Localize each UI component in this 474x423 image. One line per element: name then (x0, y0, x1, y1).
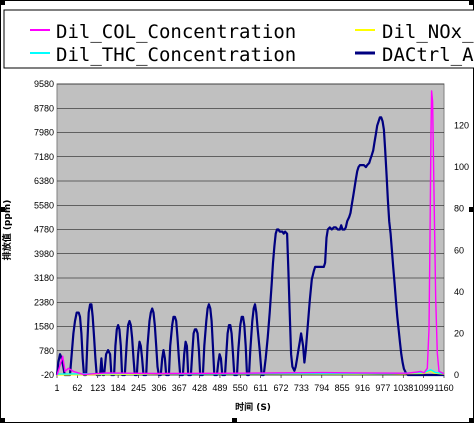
x-tick-label: 733 (294, 383, 309, 393)
y2-tick-label: 100 (454, 162, 469, 172)
legend-box (3, 9, 474, 69)
y2-tick-label: 80 (454, 204, 464, 214)
y2-tick-label: 40 (454, 287, 464, 297)
y-tick-label: 780 (39, 346, 54, 356)
y-tick-label: 1580 (34, 322, 54, 332)
x-tick-label: 62 (72, 383, 82, 393)
y2-tick-label: 0 (454, 370, 459, 380)
series-lines (55, 90, 445, 377)
legend-label-dil-nox: Dil_NOx_ (382, 21, 474, 43)
y-axis-title: 排放值 (ppm) (1, 200, 13, 261)
x-tick-label: 123 (90, 383, 105, 393)
x-tick-label: 1 (54, 383, 59, 393)
legend-label-dactrl: DACtrl_A (382, 44, 474, 66)
x-tick-label: 306 (151, 383, 166, 393)
y2-tick-label: 120 (454, 121, 469, 131)
selection-handle[interactable] (469, 418, 474, 423)
x-axis: 1 62 123 184 245 306 367 428 489 550 611 672 733 794 8… (54, 375, 454, 393)
x-tick-label: 1160 (434, 383, 453, 393)
selection-handle[interactable] (0, 0, 5, 5)
selection-handle[interactable] (232, 418, 237, 423)
series-line-dil-col (56, 90, 445, 376)
x-tick-label: 916 (355, 383, 370, 393)
y2-tick-label: 60 (454, 245, 464, 255)
y-tick-label: 7980 (34, 128, 54, 138)
y-tick-label: 4780 (34, 225, 54, 235)
selection-handle[interactable] (0, 418, 5, 423)
x-tick-label: 855 (335, 383, 350, 393)
y-axis-left: -20 780 1580 2380 3180 3980 4780 5580 6380 7180 79… (34, 79, 54, 380)
x-tick-label: 245 (131, 383, 146, 393)
x-tick-label: 794 (314, 383, 329, 393)
legend: Dil_COL_Concentration Dil_THC_Concentrat… (3, 9, 474, 69)
y-tick-label: 8780 (34, 103, 54, 113)
y-tick-label: 3980 (34, 249, 54, 259)
x-tick-label: 428 (192, 383, 207, 393)
x-tick-label: 367 (172, 383, 187, 393)
selection-handle[interactable] (469, 207, 474, 212)
x-tick-label: 672 (274, 383, 289, 393)
y-tick-label: 7180 (34, 152, 54, 162)
y-tick-label: 3180 (34, 273, 54, 283)
legend-label-dil-thc: Dil_THC_Concentration (56, 44, 296, 66)
y-tick-label: 6380 (34, 176, 54, 186)
x-axis-title: 时间 (S) (235, 401, 271, 413)
selection-handle[interactable] (0, 207, 5, 212)
x-tick-label: 611 (254, 383, 268, 393)
x-tick-label: 184 (111, 383, 126, 393)
y-tick-label: 5580 (34, 200, 54, 210)
x-tick-label: 1038 (393, 383, 413, 393)
x-tick-label: 977 (375, 383, 390, 393)
x-tick-label: 550 (233, 383, 248, 393)
x-tick-label: 489 (212, 383, 227, 393)
x-tick-label: 1099 (414, 383, 434, 393)
selection-handle[interactable] (469, 0, 474, 5)
y2-tick-label: 20 (454, 328, 464, 338)
legend-label-dil-col: Dil_COL_Concentration (56, 21, 296, 43)
y-tick-label: 9580 (34, 79, 54, 89)
y-tick-label: -20 (41, 370, 54, 380)
y-tick-label: 2380 (34, 297, 54, 307)
y-axis-right: 0 20 40 60 80 100 120 (454, 121, 469, 380)
